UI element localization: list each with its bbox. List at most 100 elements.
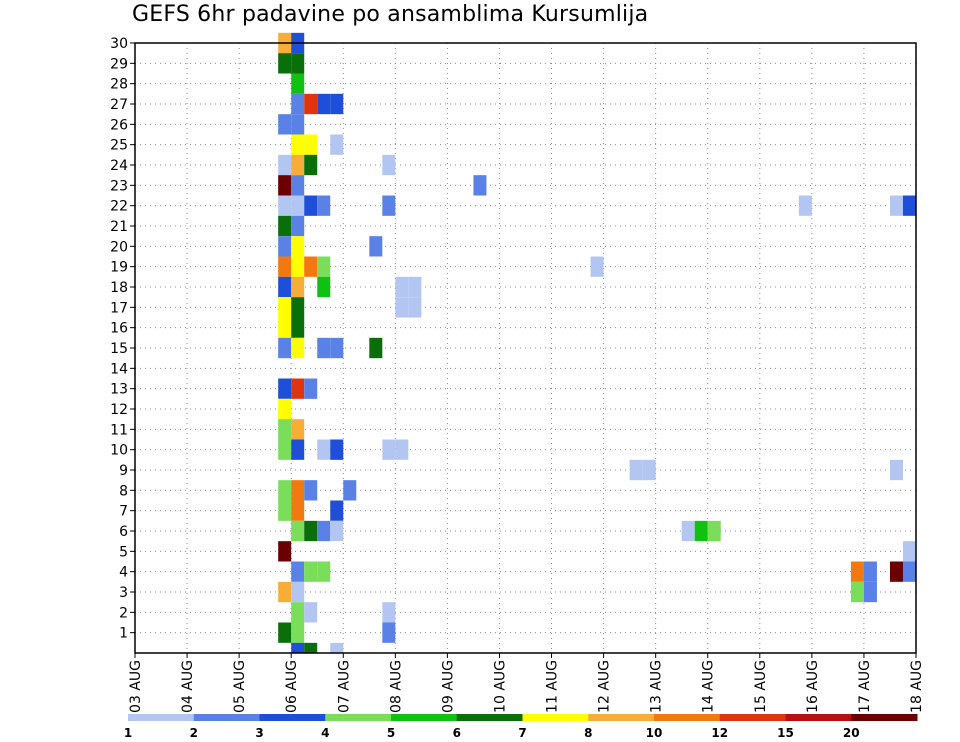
heatmap-cell	[330, 93, 344, 115]
legend-swatch	[851, 714, 918, 721]
heatmap-cells	[278, 32, 916, 653]
y-tick-label: 19	[110, 260, 128, 276]
heatmap-cell	[304, 256, 318, 277]
heatmap-cell	[291, 378, 305, 399]
y-tick-label: 5	[119, 544, 128, 560]
y-tick-label: 12	[110, 402, 128, 418]
heatmap-cell	[291, 175, 305, 196]
x-tick-label: 05 AUG	[232, 660, 248, 713]
heatmap-cell	[291, 297, 305, 318]
heatmap-cell	[291, 236, 305, 257]
heatmap-cell	[317, 561, 331, 582]
y-tick-label: 9	[119, 463, 128, 479]
y-tick-label: 22	[110, 199, 128, 215]
heatmap-cell	[278, 378, 292, 399]
heatmap-cell	[642, 459, 656, 481]
heatmap-cell	[317, 276, 331, 298]
legend-label: 8	[584, 726, 592, 740]
heatmap-cell	[278, 236, 292, 257]
heatmap-cell	[902, 561, 916, 582]
heatmap-cell	[278, 419, 292, 440]
x-tick-label: 18 AUG	[909, 660, 925, 713]
heatmap-cell	[278, 480, 292, 501]
legend-label: 4	[321, 726, 329, 740]
y-tick-label: 10	[110, 443, 128, 459]
legend-label: 10	[646, 726, 663, 740]
heatmap-cell	[304, 134, 318, 155]
legend-swatch	[193, 714, 260, 721]
heatmap-cell	[278, 53, 292, 74]
heatmap-cell	[382, 439, 396, 460]
heatmap-cell	[291, 581, 305, 603]
heatmap-cell	[850, 581, 864, 603]
heatmap-cell	[304, 195, 318, 216]
y-tick-label: 24	[110, 158, 128, 174]
heatmap-cell	[291, 256, 305, 277]
heatmap-cell	[343, 480, 357, 501]
heatmap-cell	[291, 53, 305, 74]
heatmap-cell	[330, 134, 344, 155]
y-tick-label: 26	[110, 117, 128, 133]
heatmap-cell	[681, 520, 695, 542]
heatmap-cell	[369, 236, 383, 257]
heatmap-cell	[291, 134, 305, 155]
x-tick-label: 12 AUG	[597, 660, 613, 713]
legend-label: 7	[518, 726, 526, 740]
legend-label: 5	[387, 726, 395, 740]
heatmap-cell	[889, 561, 903, 582]
heatmap-cell	[278, 398, 292, 420]
heatmap-cell	[291, 276, 305, 298]
heatmap-cell	[278, 215, 292, 237]
heatmap-cell	[304, 93, 318, 115]
heatmap-cell	[395, 439, 409, 460]
y-tick-label: 16	[110, 321, 128, 337]
heatmap-cell	[291, 480, 305, 501]
x-tick-label: 17 AUG	[857, 660, 873, 713]
y-tick-label: 17	[110, 300, 128, 316]
heatmap-cell	[291, 419, 305, 440]
heatmap-cell	[317, 256, 331, 277]
x-tick-label: 10 AUG	[492, 660, 508, 713]
heatmap-cell	[278, 114, 292, 135]
heatmap-cell	[590, 256, 604, 277]
legend-swatch	[325, 714, 392, 721]
heatmap-cell	[330, 642, 344, 653]
heatmap-cell	[291, 154, 305, 176]
heatmap-cell	[473, 175, 487, 196]
heatmap-cell	[395, 297, 409, 318]
y-tick-label: 13	[110, 382, 128, 398]
legend-label: 12	[711, 726, 728, 740]
color-legend: 1 2 3 4 5 6 7 8 10 12 15 20	[124, 714, 918, 740]
legend-label: 15	[777, 726, 794, 740]
x-tick-label: 14 AUG	[701, 660, 717, 713]
heatmap-cell	[317, 439, 331, 460]
x-tick-label: 11 AUG	[545, 660, 561, 713]
heatmap-cell	[291, 73, 305, 94]
legend-label: 2	[190, 726, 198, 740]
legend-label: 1	[124, 726, 132, 740]
y-tick-label: 29	[110, 56, 128, 72]
x-tick-label: 07 AUG	[336, 660, 352, 713]
heatmap-cell	[395, 276, 409, 298]
heatmap-cell	[707, 520, 721, 542]
legend-label: 6	[453, 726, 461, 740]
heatmap-cell	[902, 195, 916, 216]
heatmap-cell	[291, 93, 305, 115]
legend-swatch	[719, 714, 786, 721]
heatmap-cell	[330, 520, 344, 542]
heatmap-cell	[291, 195, 305, 216]
heatmap-cell	[278, 297, 292, 318]
y-tick-label: 15	[110, 341, 128, 357]
heatmap-cell	[278, 337, 292, 359]
heatmap-cell	[291, 337, 305, 359]
heatmap-cell	[291, 642, 305, 653]
legend-swatch	[654, 714, 721, 721]
y-tick-label: 21	[110, 219, 128, 235]
heatmap-cell	[291, 520, 305, 542]
heatmap-cell	[278, 276, 292, 298]
legend-swatch	[391, 714, 458, 721]
heatmap-cell	[304, 520, 318, 542]
x-tick-label: 16 AUG	[805, 660, 821, 713]
y-tick-label: 27	[110, 97, 128, 113]
heatmap-cell	[291, 561, 305, 582]
